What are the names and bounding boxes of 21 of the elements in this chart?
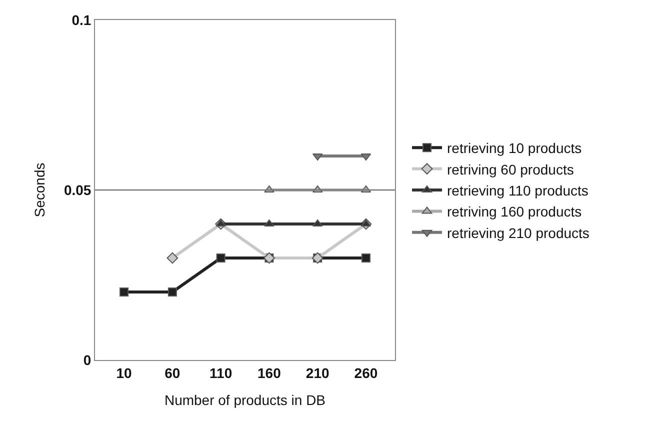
point — [216, 254, 226, 262]
x-tick-label: 210 — [306, 364, 330, 381]
x-tick-label: 10 — [116, 364, 132, 381]
point — [361, 254, 370, 262]
y-axis-title: Seconds — [32, 162, 48, 218]
legend-label: retrieving 210 products — [447, 224, 590, 241]
x-tick-label: 160 — [258, 364, 282, 381]
point — [120, 288, 129, 296]
legend-label: retrieving 110 products — [447, 182, 588, 198]
y-tick-label: 0.1 — [72, 12, 92, 28]
legend-label: retrieving 10 products — [447, 140, 582, 156]
x-tick-label: 260 — [354, 364, 378, 381]
legend-label: retriving 60 products — [447, 161, 574, 178]
y-tick-label: 0 — [83, 352, 92, 368]
point — [166, 252, 178, 264]
point — [168, 288, 177, 296]
y-tick-label: 0.05 — [64, 182, 92, 198]
x-tick-label: 110 — [210, 364, 232, 381]
legend-label: retriving 160 products — [447, 204, 582, 220]
x-axis-title: Number of products in DB — [164, 392, 326, 408]
x-tick-label: 60 — [164, 364, 180, 381]
